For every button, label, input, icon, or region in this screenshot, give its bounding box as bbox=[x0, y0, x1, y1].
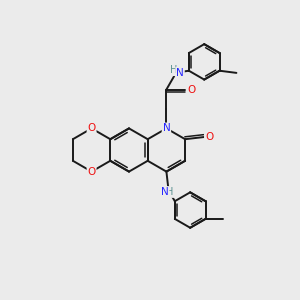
Text: H: H bbox=[170, 65, 177, 75]
Text: O: O bbox=[205, 132, 213, 142]
Text: N: N bbox=[163, 123, 170, 134]
Text: O: O bbox=[88, 167, 96, 177]
Text: O: O bbox=[88, 123, 96, 134]
Text: O: O bbox=[187, 85, 195, 94]
Text: H: H bbox=[167, 187, 174, 197]
Text: N: N bbox=[176, 68, 184, 78]
Text: N: N bbox=[161, 187, 169, 197]
